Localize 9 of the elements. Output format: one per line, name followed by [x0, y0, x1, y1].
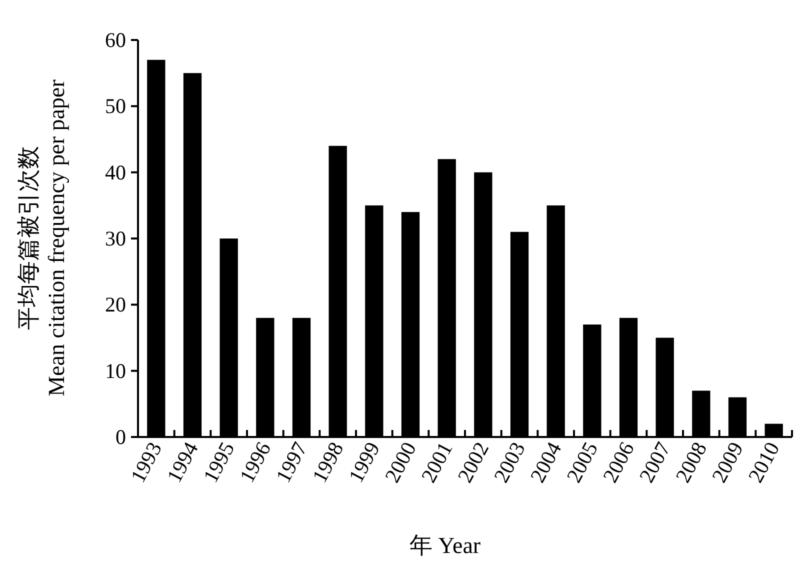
y-axis-title: 平均每篇被引次数 Mean citation frequency per paper [16, 79, 69, 396]
y-tick-label: 40 [105, 160, 126, 184]
y-tick-label: 30 [105, 226, 126, 250]
y-tick-label: 60 [105, 28, 126, 52]
x-axis-title: 年 Year [409, 533, 481, 558]
y-tick-label: 50 [105, 94, 126, 118]
y-tick-label: 20 [105, 292, 126, 317]
y-tick-label: 0 [116, 425, 126, 449]
y-tick-label: 10 [105, 358, 126, 383]
